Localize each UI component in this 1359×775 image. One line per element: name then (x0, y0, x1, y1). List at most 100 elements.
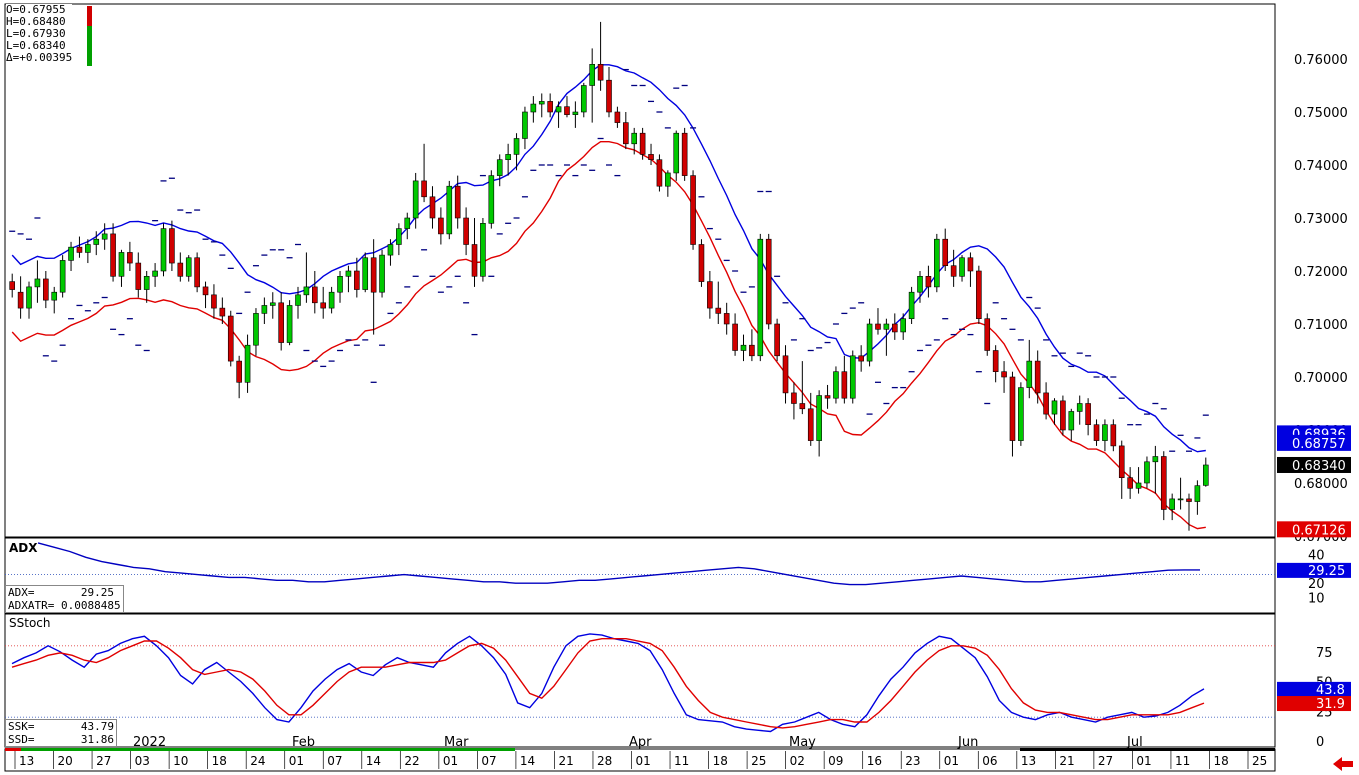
candle-body (883, 323, 890, 330)
candle-body (841, 371, 848, 399)
candle-body (85, 244, 91, 253)
upper-band-line (11, 64, 1206, 453)
ohlc-mini-candle (87, 6, 92, 66)
adx-tick-label: 10 (1308, 592, 1325, 607)
candle-body (387, 244, 394, 256)
candle-body (707, 281, 713, 309)
candle-body (76, 246, 83, 253)
adx-value-tag: 29.25 (1308, 564, 1345, 579)
candle-body (1118, 445, 1125, 478)
price-tick-label: 0.73000 (1294, 212, 1348, 227)
candle-body (286, 305, 293, 343)
candle-body (1169, 498, 1175, 510)
candle-body (732, 323, 738, 351)
stoch-readout: SSK= 43.79 SSD= 31.86 (5, 719, 117, 747)
candle-body (816, 395, 822, 441)
stoch-d-tag-bg (1277, 696, 1351, 712)
candle-body (580, 85, 587, 113)
day-label: 25 (1252, 754, 1267, 768)
month-label: Feb (292, 735, 315, 750)
adx-readout: ADX= 29.25 ADXATR= 0.0088485 (5, 585, 124, 613)
candle-body (984, 318, 991, 351)
candle-body (312, 286, 318, 304)
adx-value-tag-bg (1277, 562, 1351, 578)
lower-band-price-tag-bg (1277, 521, 1351, 538)
candle-body (227, 315, 234, 362)
candle-body (597, 64, 604, 81)
day-label: 11 (674, 754, 689, 768)
day-label: 14 (520, 754, 535, 768)
adx-line (37, 542, 1200, 586)
candle-body (547, 101, 553, 113)
candle-body (345, 270, 352, 277)
candle-body (160, 228, 167, 272)
day-label: 20 (58, 754, 73, 768)
candle-body (866, 323, 873, 362)
candle-body (1018, 387, 1024, 441)
month-label: Jun (957, 735, 978, 750)
candle-body (236, 360, 242, 383)
day-label: 01 (1136, 754, 1151, 768)
candle-body (1068, 411, 1075, 431)
candle-body (1144, 461, 1150, 484)
scroll-left-arrow-icon[interactable] (1333, 757, 1353, 771)
candle-body (412, 180, 419, 219)
day-label: 13 (1021, 754, 1036, 768)
ohlc-high: H=0.68480 (6, 15, 66, 28)
candle-body (639, 132, 646, 155)
candle-body (1085, 403, 1091, 426)
candle-body (127, 252, 133, 264)
adx-panel-frame (4, 537, 1276, 614)
candle-body (505, 154, 511, 160)
candle-body (967, 257, 974, 272)
candle-body (799, 403, 806, 410)
price-tick-label: 0.75000 (1294, 106, 1348, 121)
candle-body (9, 281, 16, 290)
month-label: Jul (1126, 735, 1143, 750)
candle-body (959, 257, 965, 277)
candle-body (1093, 424, 1100, 441)
candle-body (211, 294, 217, 309)
adx-panel-title: ADX (9, 541, 38, 555)
candle-body (429, 196, 436, 219)
candle-body (1110, 424, 1117, 447)
candle-body (648, 154, 654, 160)
candle-body (446, 185, 453, 235)
candle-body (253, 313, 259, 346)
candle-body (438, 217, 444, 235)
candle-body (1135, 482, 1142, 489)
month-label: Mar (444, 735, 469, 750)
candle-body (530, 103, 537, 113)
candle-body (328, 291, 335, 309)
candle-body (858, 355, 864, 362)
candle-body (194, 257, 200, 288)
candle-body (1009, 376, 1016, 441)
candle-body (934, 238, 940, 288)
candle-body (1202, 464, 1209, 486)
day-strip-black (1020, 748, 1275, 751)
candle-body (379, 254, 385, 293)
candle-body (219, 307, 226, 317)
candle-body (269, 302, 276, 306)
candle-body (698, 244, 705, 282)
day-label: 27 (1098, 754, 1113, 768)
candle-body (362, 257, 369, 290)
candle-body (950, 265, 957, 277)
candle-body (942, 238, 949, 266)
candle-body (976, 270, 982, 320)
day-label: 11 (1175, 754, 1190, 768)
candle-body (1177, 498, 1184, 501)
candle-body (244, 344, 251, 383)
day-label: 07 (327, 754, 342, 768)
day-label: 14 (366, 754, 381, 768)
candle-body (849, 355, 856, 399)
candle-body (1127, 477, 1133, 489)
price-tick-label: 0.70000 (1294, 371, 1348, 386)
candle-body (925, 275, 932, 288)
candle-body (1051, 400, 1058, 415)
day-strip-red (5, 748, 21, 751)
price-tick-label: 0.74000 (1294, 159, 1348, 174)
candle-body (513, 138, 520, 155)
mid-band-price-tag: 0.68757 (1292, 437, 1346, 452)
candle-body (555, 106, 562, 113)
